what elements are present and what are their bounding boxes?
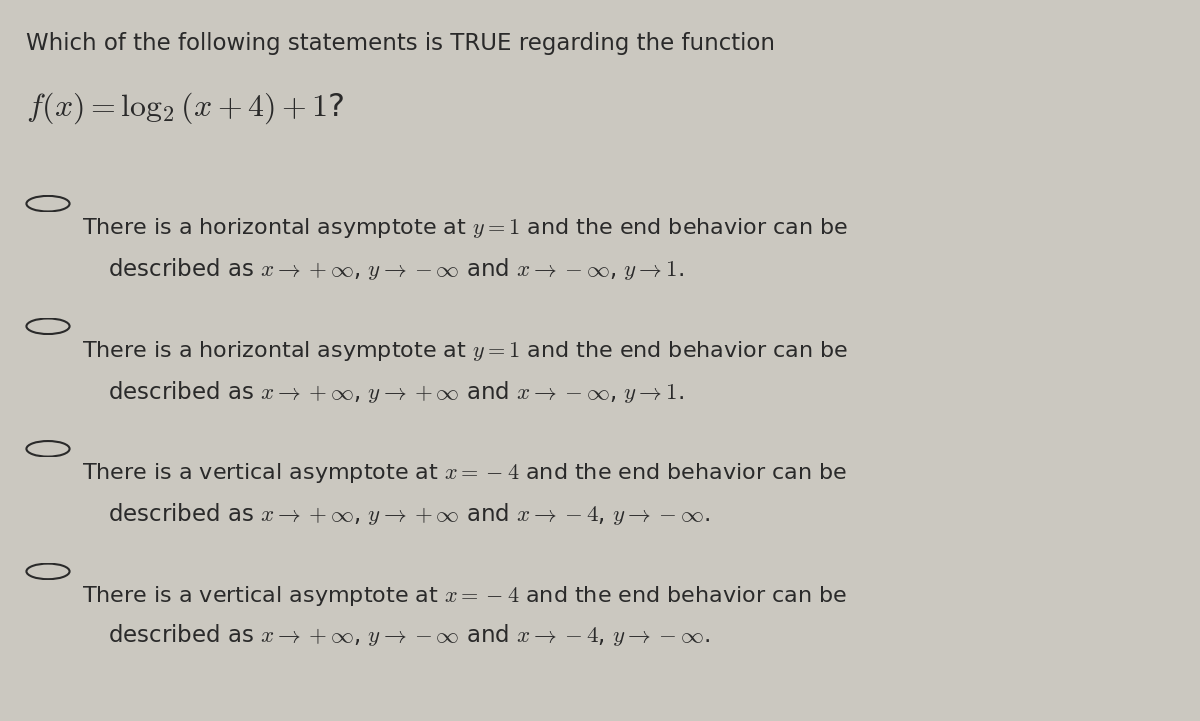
Text: described as $x \rightarrow +\infty$, $y \rightarrow +\infty$ and $x \rightarrow: described as $x \rightarrow +\infty$, $y…: [108, 501, 710, 527]
Text: There is a vertical asymptote at $x = -4$ and the end behavior can be: There is a vertical asymptote at $x = -4…: [82, 461, 847, 485]
Text: described as $x \rightarrow +\infty$, $y \rightarrow -\infty$ and $x \rightarrow: described as $x \rightarrow +\infty$, $y…: [108, 622, 710, 647]
Text: described as $x \rightarrow +\infty$, $y \rightarrow -\infty$ and $x \rightarrow: described as $x \rightarrow +\infty$, $y…: [108, 256, 684, 282]
Text: described as $x \rightarrow +\infty$, $y \rightarrow +\infty$ and $x \rightarrow: described as $x \rightarrow +\infty$, $y…: [108, 379, 684, 404]
Text: There is a vertical asymptote at $x = -4$ and the end behavior can be: There is a vertical asymptote at $x = -4…: [82, 584, 847, 608]
Text: Which of the following statements is TRUE regarding the function: Which of the following statements is TRU…: [26, 32, 775, 56]
Text: There is a horizontal asymptote at $y = 1$ and the end behavior can be: There is a horizontal asymptote at $y = …: [82, 216, 848, 240]
Text: There is a horizontal asymptote at $y = 1$ and the end behavior can be: There is a horizontal asymptote at $y = …: [82, 339, 848, 363]
Text: $f(x) = \log_2(x + 4) + 1$?: $f(x) = \log_2(x + 4) + 1$?: [26, 90, 344, 125]
